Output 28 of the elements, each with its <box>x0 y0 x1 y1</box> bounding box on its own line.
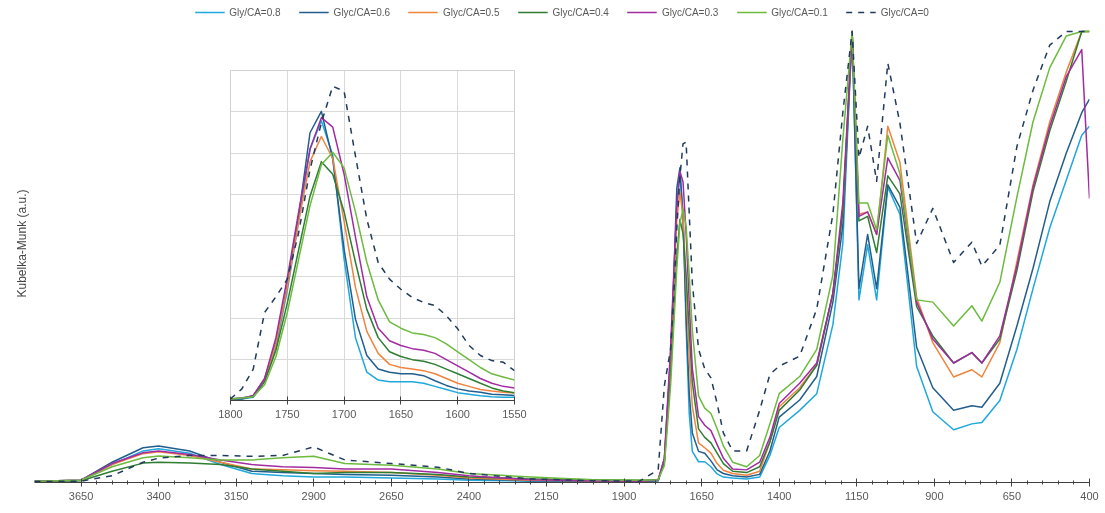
x-tick-label: 1700 <box>331 407 357 420</box>
x-tick-label: 1650 <box>388 407 414 420</box>
x-tick-label: 1650 <box>689 489 714 502</box>
x-tick-label: 2150 <box>534 489 559 502</box>
x-tick-label: 1800 <box>218 407 243 420</box>
legend-label: Glyc/CA=0 <box>880 6 929 18</box>
x-tick-label: 1150 <box>844 489 869 502</box>
x-tick-label: 650 <box>1002 489 1022 502</box>
x-tick-label: 400 <box>1080 489 1099 502</box>
x-tick-label: 1400 <box>766 489 792 502</box>
x-tick-label: 1900 <box>611 489 637 502</box>
x-tick-label: 2900 <box>301 489 327 502</box>
x-tick-label: 900 <box>925 489 944 502</box>
x-tick-label: 3400 <box>146 489 171 502</box>
legend-label: Glyc/CA=0.5 <box>443 6 500 18</box>
legend-label: Glyc/CA=0.4 <box>552 6 609 18</box>
x-tick-label: 1600 <box>445 407 470 420</box>
x-tick-label: 3650 <box>68 489 94 502</box>
legend-label: Glyc/CA=0.6 <box>333 6 391 18</box>
x-tick-label: 1750 <box>275 407 300 420</box>
legend-label: Gly/CA=0.8 <box>229 6 281 18</box>
y-axis-title: Kubelka-Munk (a.u.) <box>14 189 29 298</box>
x-tick-label: 2650 <box>379 489 404 502</box>
legend-label: Glyc/CA=0.1 <box>771 6 828 18</box>
x-tick-label: 2400 <box>456 489 482 502</box>
x-tick-label: 1550 <box>502 407 527 420</box>
legend-label: Glyc/CA=0.3 <box>661 6 719 18</box>
x-tick-label: 3150 <box>223 489 249 502</box>
